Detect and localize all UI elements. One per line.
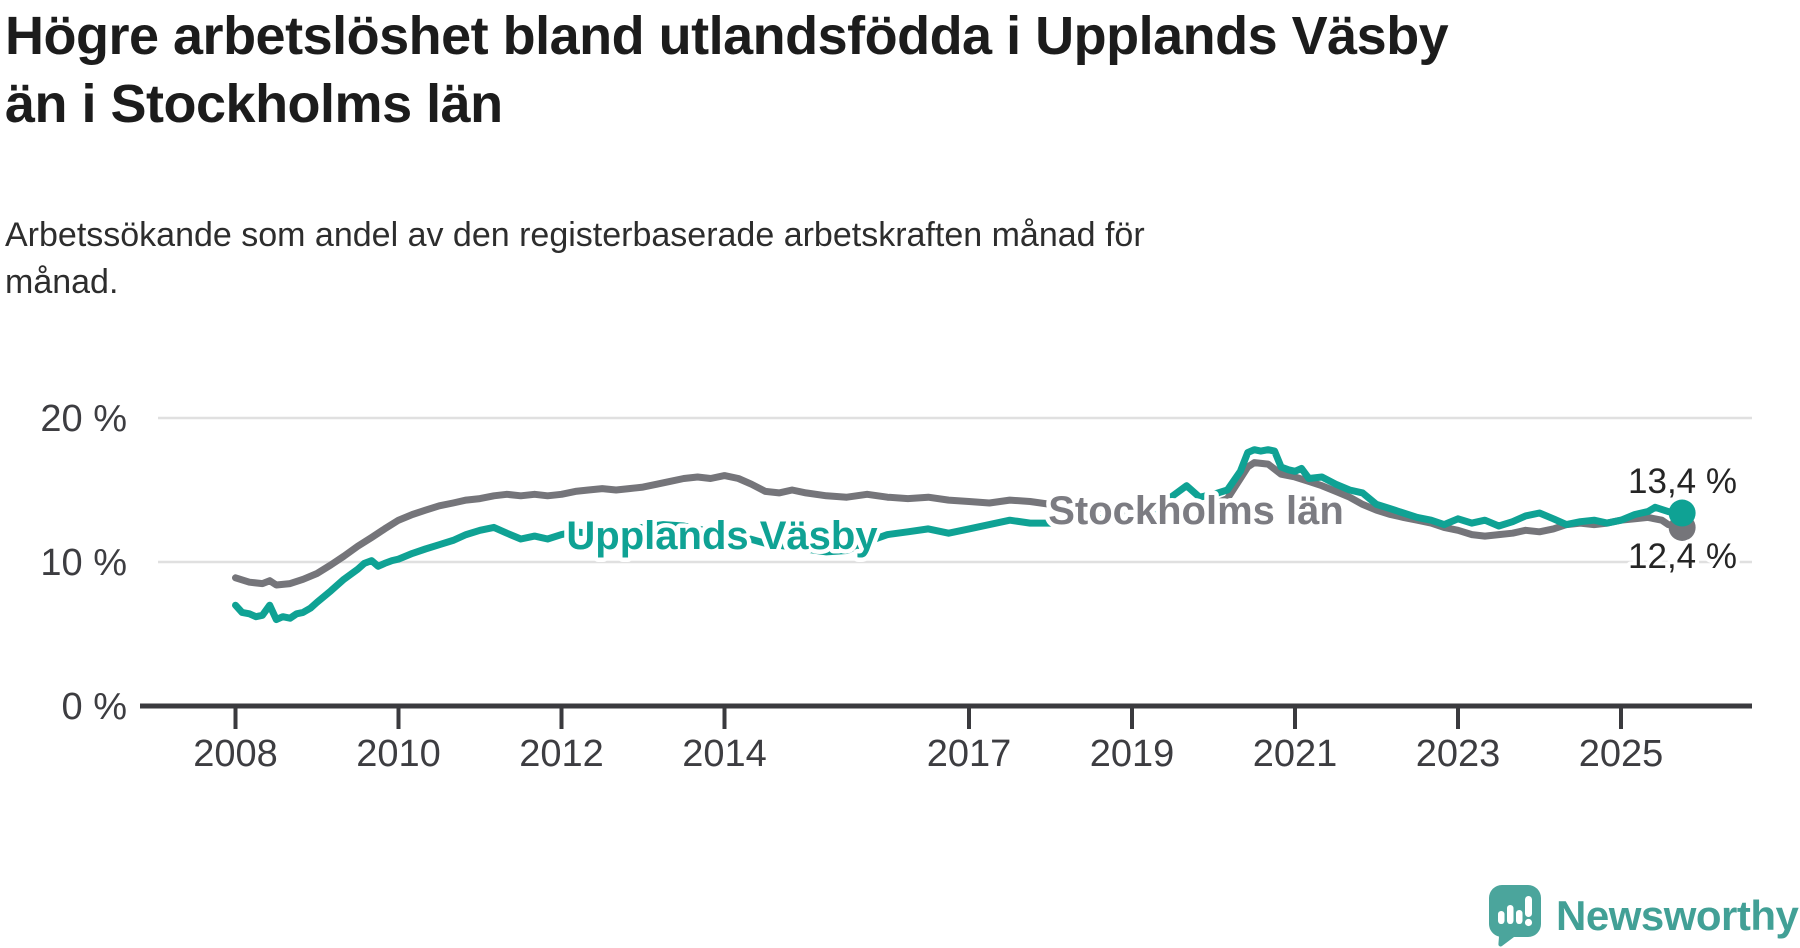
- title-line-2: än i Stockholms län: [5, 74, 503, 134]
- x-tick-label: 2014: [682, 733, 767, 775]
- exclamation-bar: [1525, 896, 1532, 917]
- page-title: Högre arbetslöshet bland utlandsfödda i …: [5, 2, 1745, 138]
- exclamation-dot: [1524, 918, 1533, 927]
- series-label-stockholms-lan: Stockholms län: [1048, 489, 1344, 533]
- x-tick-label: 2021: [1253, 733, 1338, 775]
- x-tick-label: 2010: [356, 733, 441, 775]
- newsworthy-icon: [1489, 885, 1541, 947]
- speech-bubble-shape: [1489, 885, 1541, 947]
- end-value-stockholms-lan: 12,4 %: [1628, 537, 1737, 576]
- series-end-dot-upplands-vasby: [1668, 499, 1696, 527]
- end-value-labels: 13,4 % 12,4 %: [1624, 458, 1741, 580]
- series-line-stockholms-lan: [232, 459, 1686, 589]
- series-line-upplands-vasby: [232, 446, 1686, 624]
- y-axis-labels: 20 % 10 % 0 %: [40, 398, 127, 728]
- x-tick-label: 2019: [1090, 733, 1175, 775]
- y-tick-label: 0 %: [62, 686, 127, 728]
- x-tick-label: 2008: [193, 733, 278, 775]
- y-tick-label: 10 %: [40, 542, 127, 584]
- bar-chart-glyph: [1498, 896, 1533, 927]
- y-tick-label: 20 %: [40, 398, 127, 440]
- series-inline-labels: Upplands Väsby Stockholms län: [562, 485, 1348, 563]
- gridlines: [158, 416, 1752, 564]
- x-axis-labels: 2008 2010 2012 2014 2017 2019 2021 2023 …: [193, 733, 1663, 775]
- brand-name: Newsworthy: [1556, 892, 1799, 939]
- subtitle-line-1: Arbetssökande som andel av den registerb…: [5, 216, 1145, 254]
- end-value-upplands-vasby: 13,4 %: [1628, 462, 1737, 501]
- chart-subtitle: Arbetssökande som andel av den registerb…: [5, 212, 1505, 306]
- series-label-upplands-vasby: Upplands Väsby: [566, 514, 878, 558]
- series-lines: [232, 446, 1696, 624]
- title-line-1: Högre arbetslöshet bland utlandsfödda i …: [5, 6, 1449, 66]
- subtitle-line-2: månad.: [5, 263, 119, 301]
- x-tick-label: 2012: [519, 733, 604, 775]
- x-tick-label: 2023: [1416, 733, 1501, 775]
- x-axis: [140, 703, 1752, 729]
- x-tick-label: 2017: [927, 733, 1012, 775]
- newsworthy-logo: Newsworthy: [1489, 884, 1799, 948]
- x-tick-label: 2025: [1579, 733, 1664, 775]
